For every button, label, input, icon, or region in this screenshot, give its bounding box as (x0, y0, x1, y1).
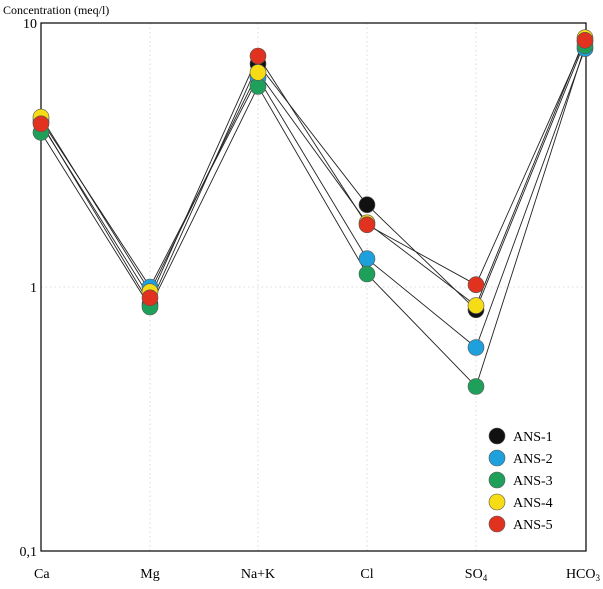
data-point-ans-2 (358, 250, 376, 268)
data-point-ans-5 (576, 31, 594, 49)
legend-label-ans-5: ANS-5 (513, 518, 553, 533)
legend-marker-ans-5 (488, 515, 506, 533)
legend-marker-ans-4 (488, 493, 506, 511)
data-point-ans-4 (249, 64, 267, 81)
legend-label-ans-2: ANS-2 (513, 452, 553, 467)
series-line-ans-1 (40, 41, 586, 311)
legend-marker-ans-1 (488, 427, 506, 445)
series-line-ans-2 (40, 48, 586, 349)
legend-label-ans-4: ANS-4 (513, 496, 553, 511)
data-point-ans-1 (358, 196, 376, 213)
data-point-ans-3 (249, 78, 267, 95)
data-point-ans-3 (358, 265, 376, 283)
data-point-ans-5 (32, 115, 50, 133)
legend-label-ans-3: ANS-3 (513, 474, 553, 489)
data-point-ans-5 (467, 276, 485, 294)
legend: ANS-1 ANS-2 ANS-3 ANS-4 ANS-5 (488, 427, 553, 533)
legend-marker-ans-3 (488, 471, 506, 489)
legend-label-ans-1: ANS-1 (513, 430, 553, 445)
y-tick-label: 10 (23, 17, 37, 32)
x-tick-label: Mg (140, 567, 159, 582)
data-point-ans-5 (141, 289, 159, 307)
data-point-ans-5 (358, 216, 376, 234)
series-line-ans-5 (40, 40, 586, 299)
legend-marker-ans-2 (488, 449, 506, 467)
series-points (32, 29, 594, 395)
x-tick-label: Na+K (241, 567, 275, 582)
x-tick-label: SO4 (465, 567, 488, 583)
plot-frame (40, 22, 587, 552)
y-tick-label: 1 (30, 281, 37, 296)
y-tick-label: 0,1 (20, 545, 38, 560)
grid (41, 23, 586, 551)
data-point-ans-5 (249, 47, 267, 65)
series-lines (40, 37, 586, 388)
y-axis-label: Concentration (meq/l) (3, 3, 109, 17)
x-tick-label: Cl (360, 567, 373, 582)
y-tick-labels: 10 1 0,1 (20, 17, 38, 560)
data-point-ans-4 (467, 297, 485, 314)
series-line-ans-3 (40, 45, 586, 388)
data-point-ans-2 (467, 339, 485, 356)
x-tick-label: Ca (34, 567, 50, 582)
x-tick-label: HCO3 (566, 567, 601, 583)
data-point-ans-3 (467, 378, 485, 395)
x-tick-labels: Ca Mg Na+K Cl SO4 HCO3 (34, 567, 601, 583)
series-line-ans-4 (40, 37, 586, 307)
